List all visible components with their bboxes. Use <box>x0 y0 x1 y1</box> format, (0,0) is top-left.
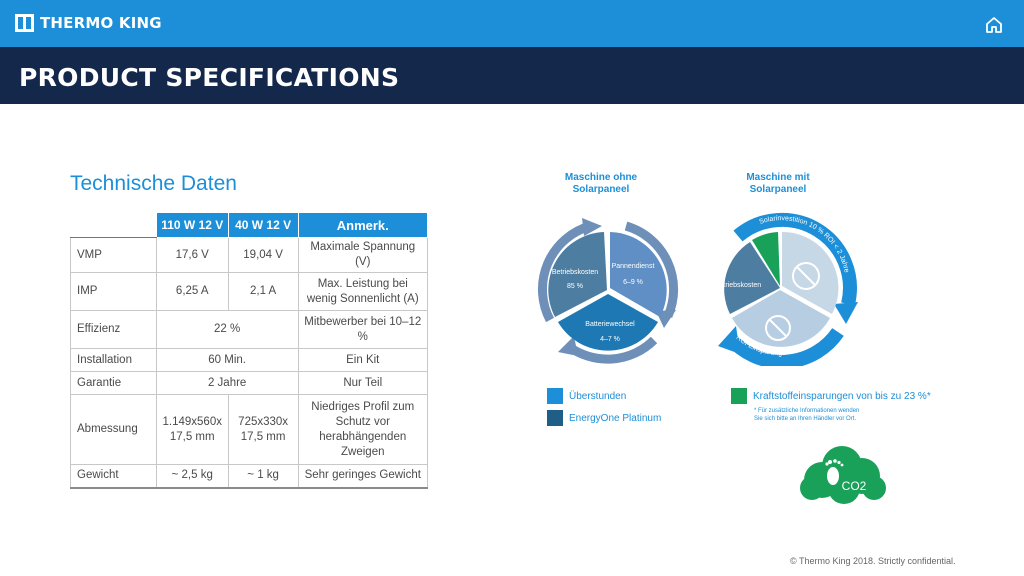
table-cell-note: Sehr geringes Gewicht <box>297 464 429 489</box>
thermo-king-logo-icon <box>15 14 34 32</box>
table-cell: 60 Min. <box>155 348 299 372</box>
row-label: Gewicht <box>70 464 157 489</box>
seg-value-betriebskosten: 85 % <box>567 283 583 290</box>
top-bar: THERMO KING <box>0 0 1024 47</box>
seg-value-batteriewechsel: 4–7 % <box>600 336 620 343</box>
section-title: Technische Daten <box>70 172 237 195</box>
right-chart-title: Maschine mit Solarpaneel <box>746 172 810 195</box>
legend-swatch-kraftstoff <box>731 388 747 404</box>
table-row: Gewicht ~ 2,5 kg ~ 1 kg Sehr geringes Ge… <box>70 464 429 489</box>
row-label: Abmessung <box>70 394 157 465</box>
table-row: Effizienz 22 % Mitbewerber bei 10–12 % <box>70 310 429 349</box>
segment-kraftstoff <box>752 232 780 286</box>
row-label: Installation <box>70 348 157 372</box>
home-button[interactable] <box>984 15 1004 35</box>
table-cell: 6,25 A <box>155 272 229 311</box>
table-row: Garantie 2 Jahre Nur Teil <box>70 371 429 395</box>
seg-label-batteriewechsel: Batteriewechsel <box>585 321 635 328</box>
legend-label-energyone: EnergyOne Platinum <box>569 412 662 424</box>
table-cell: 725x330x 17,5 mm <box>227 394 299 465</box>
cycle-arrowhead-left <box>582 218 602 236</box>
legend-label-ueberstunden: Überstunden <box>569 390 627 402</box>
legend-kraftstoff: Kraftstoffeinsparungen von bis zu 23 %* <box>731 388 931 404</box>
table-cell: ~ 1 kg <box>227 464 299 489</box>
cycle-arrowhead-bottom <box>558 336 578 356</box>
cycle-arrow-left <box>537 221 592 323</box>
page-title: PRODUCT SPECIFICATIONS <box>19 63 400 92</box>
table-cell: 22 % <box>155 310 299 349</box>
segment-pannendienst <box>610 232 667 317</box>
seg-label-betriebskosten: Betriebskosten <box>552 269 598 276</box>
table-cell: ~ 2,5 kg <box>155 464 229 489</box>
co2-label: CO2 <box>842 479 867 493</box>
seg-value-pannendienst: 6–9 % <box>623 279 643 286</box>
table-cell-note: Niedriges Profil zum Schutz vor herabhän… <box>297 394 429 465</box>
table-cell: 2,1 A <box>227 272 299 311</box>
table-row: IMP 6,25 A 2,1 A Max. Leistung bei wenig… <box>70 272 429 311</box>
title-bar: PRODUCT SPECIFICATIONS <box>0 47 1024 104</box>
left-cycle-chart: Betriebskosten 85 % Pannendienst 6–9 % B… <box>537 218 679 364</box>
legend-energyone: EnergyOne Platinum <box>547 410 661 426</box>
footnote: * Für zusätzliche Informationen wenden S… <box>754 407 859 423</box>
table-cell: 17,6 V <box>155 237 229 273</box>
table-cell-note: Nur Teil <box>297 371 429 395</box>
table-cell-note: Mitbewerber bei 10–12 % <box>297 310 429 349</box>
segment-batteriewechsel <box>558 294 658 351</box>
cycle-arrow-right <box>624 221 679 318</box>
segment-light-top <box>782 231 839 314</box>
arrow-ring-top <box>733 212 857 306</box>
row-label: Garantie <box>70 371 157 395</box>
segment-betriebskosten-right <box>724 242 780 314</box>
legend-label-kraftstoff: Kraftstoffeinsparungen von bis zu 23 %* <box>753 390 931 402</box>
footnote-line: * Für zusätzliche Informationen wenden <box>754 408 860 414</box>
seg-label-betriebskosten-right: Betriebskosten <box>715 282 761 289</box>
left-chart-title: Maschine ohne Solarpaneel <box>564 172 638 195</box>
arrow-ring-bottom <box>724 327 844 366</box>
legend-ueberstunden: Überstunden <box>547 388 626 404</box>
spec-table: 110 W 12 V 40 W 12 V Anmerk. VMP 17,6 V … <box>70 212 429 489</box>
copyright-footer: © Thermo King 2018. Strictly confidentia… <box>790 556 956 566</box>
cycle-arrow-bottom <box>565 336 658 364</box>
crossed-line-top <box>796 266 816 286</box>
table-header-row: 110 W 12 V 40 W 12 V Anmerk. <box>70 212 429 238</box>
legend-swatch-energyone <box>547 410 563 426</box>
seg-label-pannendienst: Pannendienst <box>612 263 655 270</box>
table-header-anmerk: Anmerk. <box>297 212 429 238</box>
footnote-line: Sie sich bitte an Ihren Händler vor Ort. <box>754 416 857 422</box>
table-header-110w: 110 W 12 V <box>155 212 229 238</box>
table-cell: 2 Jahre <box>155 371 299 395</box>
legend-swatch-ueberstunden <box>547 388 563 404</box>
segment-betriebskosten <box>548 232 607 317</box>
segment-light-bottom <box>732 290 830 347</box>
table-row: VMP 17,6 V 19,04 V Maximale Spannung (V) <box>70 237 429 273</box>
table-cell: 19,04 V <box>227 237 299 273</box>
thermo-king-logo: THERMO KING <box>15 14 162 32</box>
table-row: Installation 60 Min. Ein Kit <box>70 348 429 372</box>
row-label: Effizienz <box>70 310 157 349</box>
table-header-empty <box>70 212 157 238</box>
table-cell: 1.149x560x 17,5 mm <box>155 394 229 465</box>
arrowhead-top <box>834 302 858 324</box>
table-cell-note: Max. Leistung bei wenig Sonnenlicht (A) <box>297 272 429 311</box>
table-cell-note: Ein Kit <box>297 348 429 372</box>
brand-name: THERMO KING <box>40 14 162 32</box>
right-cycle-chart: Betriebskosten Solarinvestition 10 % ROI… <box>715 212 858 366</box>
co2-cloud-icon: CO2 <box>800 446 886 504</box>
table-header-40w: 40 W 12 V <box>227 212 299 238</box>
row-label: VMP <box>70 237 157 273</box>
home-icon <box>986 17 1002 33</box>
table-row: Abmessung 1.149x560x 17,5 mm 725x330x 17… <box>70 394 429 465</box>
arrowhead-bottom <box>718 326 740 354</box>
crossed-circle-bottom <box>765 315 791 341</box>
crossed-circle-top <box>792 262 820 290</box>
table-cell-note: Maximale Spannung (V) <box>297 237 429 273</box>
row-label: IMP <box>70 272 157 311</box>
crossed-line-bottom <box>769 319 787 337</box>
